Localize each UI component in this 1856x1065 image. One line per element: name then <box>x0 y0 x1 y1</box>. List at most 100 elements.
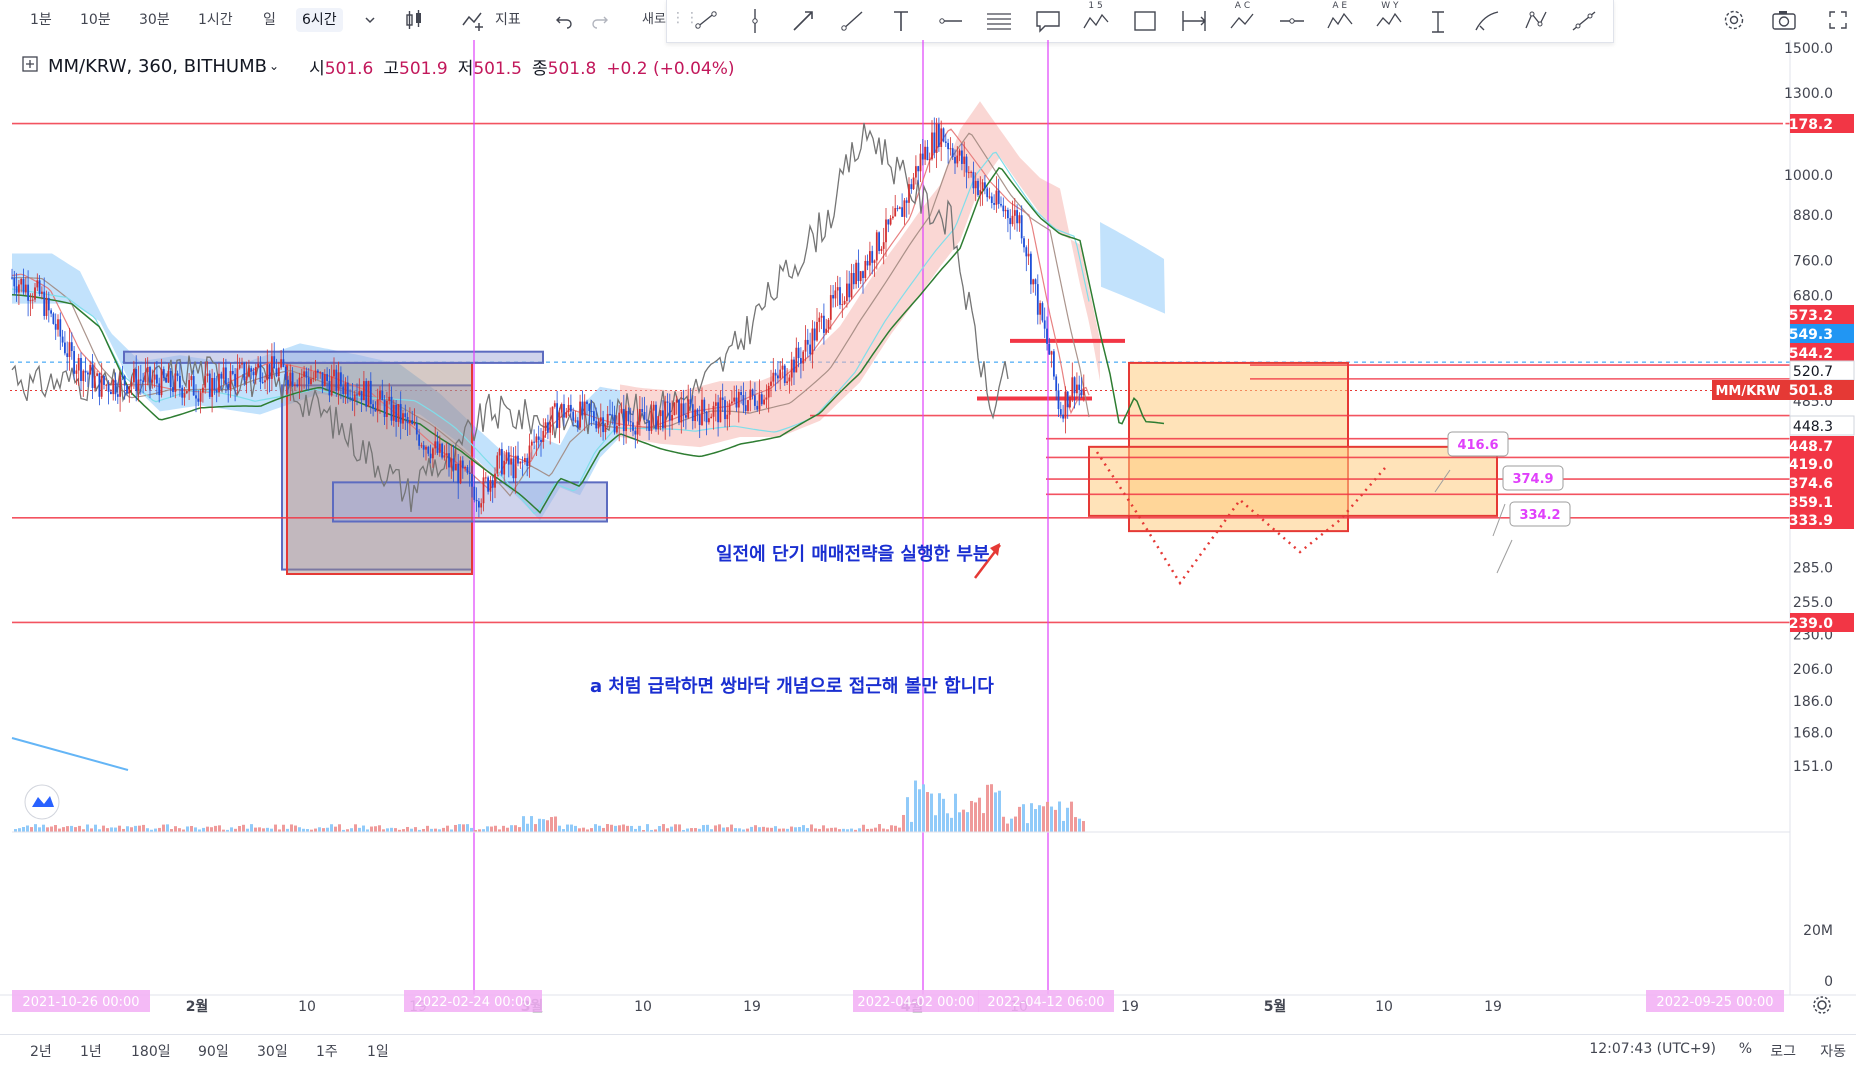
wxy-wave-icon[interactable]: W Y <box>1372 1 1406 36</box>
range-90d[interactable]: 90일 <box>198 1044 229 1060</box>
price-label: 359.1 <box>1789 495 1833 511</box>
timeframe-10m[interactable]: 10분 <box>80 12 111 28</box>
volume-tick: 0 <box>1824 974 1833 990</box>
timeframe-1m[interactable]: 1분 <box>30 12 52 28</box>
timeframe-6h[interactable]: 6시간 <box>296 8 343 32</box>
x-tick-label: 19 <box>1121 999 1139 1015</box>
elliott-wave-icon[interactable]: A E <box>1323 1 1357 36</box>
gear-icon[interactable] <box>1813 996 1831 1014</box>
chevron-down-icon[interactable]: ⌄ <box>269 59 280 73</box>
candle-body <box>593 411 595 421</box>
volume-bar <box>230 827 233 832</box>
range-1w[interactable]: 1주 <box>316 1044 338 1060</box>
rectangle-icon[interactable] <box>1128 6 1162 36</box>
candle-body <box>174 373 177 392</box>
indicator-icon[interactable] <box>460 6 488 34</box>
callout-label: 334.2 <box>1519 508 1560 523</box>
redo-icon[interactable] <box>586 6 614 34</box>
price-chart[interactable]: 416.6 374.9 334.2 일전에 단기 매매전략을 실행한 부분 a 처럼 급… <box>0 40 1856 1035</box>
candle-body <box>965 156 968 173</box>
candle-body <box>781 365 784 370</box>
candle-body <box>871 251 874 263</box>
symbol-title[interactable]: MM/KRW, 360, BITHUMB <box>48 55 267 77</box>
undo-icon[interactable] <box>550 6 578 34</box>
candle-body <box>1018 215 1021 224</box>
text-icon[interactable] <box>884 6 918 36</box>
candle-body <box>298 377 301 386</box>
volume-bar <box>522 816 525 832</box>
xabcd-pattern-icon[interactable]: 1 5 <box>1079 1 1113 36</box>
volume-bar <box>442 827 445 832</box>
anchored-text-icon[interactable] <box>1421 6 1455 36</box>
percent-toggle[interactable]: % <box>1738 1041 1752 1057</box>
vertical-line-icon[interactable] <box>738 6 772 36</box>
candle-body <box>75 370 78 374</box>
range-1d[interactable]: 1일 <box>367 1044 389 1060</box>
chevron-down-icon[interactable] <box>356 6 384 34</box>
candle-body <box>586 401 588 404</box>
candle-body <box>149 366 151 383</box>
candle-body <box>549 421 552 433</box>
camera-icon[interactable] <box>1770 6 1798 34</box>
timeframe-30m[interactable]: 30분 <box>139 12 170 28</box>
candle-body <box>786 381 788 383</box>
range-180d[interactable]: 180일 <box>131 1044 171 1060</box>
volume-bar <box>206 826 209 832</box>
candle-body <box>597 421 600 429</box>
new-button[interactable]: 새로 <box>642 12 666 27</box>
candle-body <box>135 369 138 391</box>
range-30d[interactable]: 30일 <box>257 1044 288 1060</box>
x-tick-label: 10 <box>634 999 652 1015</box>
candle-style-icon[interactable] <box>400 6 428 34</box>
range-1y[interactable]: 1년 <box>80 1044 102 1060</box>
candle-body <box>795 347 798 373</box>
candle-body <box>464 467 466 469</box>
fib-retracement-icon[interactable] <box>982 6 1016 36</box>
candle-body <box>337 372 340 391</box>
horizontal-line-icon[interactable] <box>1275 6 1309 36</box>
candle-body <box>468 472 471 474</box>
timeframe-day[interactable]: 일 <box>263 12 276 28</box>
indicator-button[interactable]: 지표 <box>495 12 521 28</box>
volume-bar <box>1078 818 1081 832</box>
gear-icon[interactable] <box>1720 6 1748 34</box>
volume-bar <box>130 827 133 832</box>
volume-bar <box>1054 809 1057 832</box>
callout-icon[interactable] <box>1031 6 1065 36</box>
brush-icon[interactable] <box>1470 6 1504 36</box>
ray-icon[interactable] <box>835 6 869 36</box>
trend-line-icon[interactable] <box>689 6 723 36</box>
candle-body <box>252 371 255 376</box>
horizontal-ray-icon[interactable] <box>933 6 967 36</box>
candle-body <box>192 376 195 396</box>
tool-label: 1 5 <box>1088 1 1103 11</box>
callout-box <box>1447 431 1509 457</box>
trend-angle-icon[interactable] <box>1567 6 1601 36</box>
plus-square-icon[interactable] <box>22 55 38 77</box>
volume-bar <box>386 828 389 832</box>
candle-body <box>917 166 920 172</box>
volume-bar <box>110 827 113 832</box>
candle-body <box>997 190 1000 204</box>
candle-body <box>864 260 867 279</box>
date-range-icon[interactable] <box>1177 6 1211 36</box>
range-2y[interactable]: 2년 <box>30 1044 52 1060</box>
abc-pattern-icon[interactable]: A C <box>1226 1 1260 36</box>
candle-body <box>691 404 694 422</box>
date-marker-label: 2022-04-12 06:00 <box>987 995 1104 1010</box>
auto-toggle[interactable]: 자동 <box>1820 1044 1846 1060</box>
drag-handle-icon[interactable]: ⋮⋮ <box>671 10 699 26</box>
volume-bar <box>346 829 349 832</box>
volume-bar <box>218 825 221 832</box>
date-marker-label: 2022-02-24 00:00 <box>414 995 531 1010</box>
log-toggle[interactable]: 로그 <box>1770 1044 1796 1060</box>
candle-body <box>340 372 342 387</box>
volume-bar <box>770 827 773 832</box>
arrow-icon[interactable] <box>787 6 821 36</box>
triangle-pattern-icon[interactable] <box>1519 6 1553 36</box>
timeframe-1h[interactable]: 1시간 <box>198 12 233 28</box>
candle-body <box>733 397 736 402</box>
candle-body <box>31 299 34 301</box>
fullscreen-icon[interactable] <box>1824 6 1852 34</box>
candle-body <box>763 399 765 405</box>
